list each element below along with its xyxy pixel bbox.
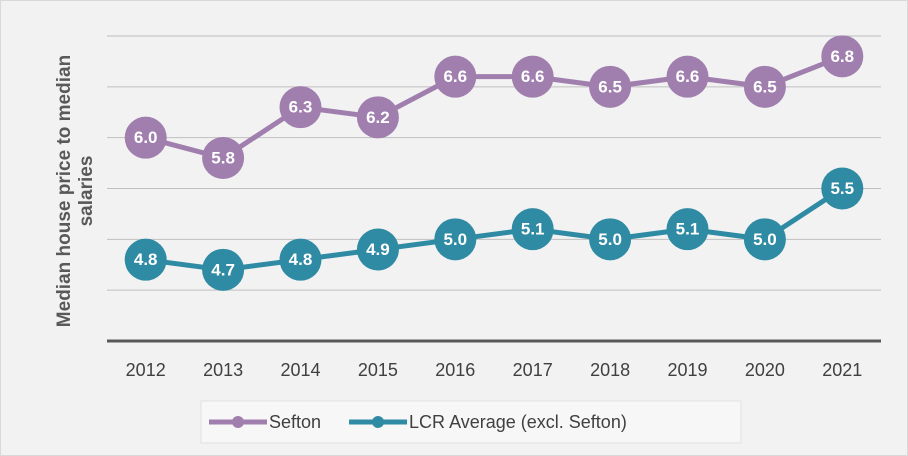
data-point (821, 35, 864, 78)
data-point (589, 218, 632, 261)
data-point (202, 137, 245, 179)
x-tick-label: 2018 (590, 360, 630, 380)
data-point (666, 55, 709, 98)
x-tick-label: 2021 (822, 360, 862, 380)
data-label: 6.8 (830, 47, 854, 66)
data-point (279, 86, 322, 129)
series-line (145, 186, 844, 273)
data-point (434, 55, 477, 98)
data-label: 6.5 (598, 77, 622, 96)
x-tick-label: 2012 (126, 360, 166, 380)
data-label: 5.5 (830, 179, 854, 198)
data-point (356, 96, 399, 139)
x-tick-label: 2015 (358, 360, 398, 380)
data-label: 4.9 (366, 240, 390, 259)
data-point (434, 218, 477, 261)
x-tick-label: 2014 (280, 360, 320, 380)
data-point (821, 167, 864, 210)
data-point (589, 65, 632, 108)
data-point (356, 228, 399, 271)
legend-marker (232, 416, 244, 428)
data-label: 5.0 (443, 230, 467, 249)
y-axis-title: Median house price to median salaries (54, 54, 97, 328)
data-label: 6.6 (443, 67, 467, 86)
legend-marker (372, 416, 385, 428)
data-label: 5.1 (676, 220, 700, 239)
data-label: 5.1 (521, 220, 545, 239)
data-point (279, 238, 322, 281)
legend-label: Sefton (269, 412, 321, 432)
data-label: 5.0 (598, 230, 622, 249)
x-tick-label: 2013 (203, 360, 243, 380)
data-point (124, 238, 167, 281)
data-label: 6.5 (753, 77, 777, 96)
data-label: 6.6 (676, 67, 700, 86)
x-tick-label: 2016 (435, 360, 475, 380)
x-tick-label: 2017 (513, 360, 553, 380)
data-point (202, 248, 245, 291)
series-line (145, 54, 844, 161)
legend-box (200, 400, 742, 444)
data-label: 4.7 (211, 260, 235, 279)
data-label: 4.8 (289, 250, 313, 269)
data-point (743, 218, 786, 261)
data-label: 5.8 (211, 148, 235, 167)
data-label: 6.2 (366, 108, 390, 127)
data-label: 6.3 (289, 98, 313, 117)
data-label: 4.8 (134, 250, 158, 269)
data-point (743, 65, 786, 108)
data-point (666, 208, 709, 251)
data-label: 6.0 (134, 128, 158, 147)
data-label: 6.6 (521, 67, 545, 86)
legend-label: LCR Average (excl. Sefton) (409, 412, 627, 432)
data-point (511, 55, 554, 98)
data-label: 5.0 (753, 230, 777, 249)
data-point (124, 116, 167, 159)
data-point (511, 208, 554, 251)
x-tick-label: 2019 (667, 360, 707, 380)
x-tick-label: 2020 (745, 360, 785, 380)
